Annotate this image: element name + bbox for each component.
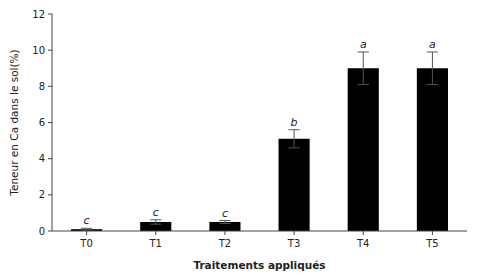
y-tick [48, 14, 52, 15]
y-tick [48, 122, 52, 123]
y-axis-label: Teneur en Ca dans le sol(%) [8, 49, 20, 196]
x-tick [155, 231, 156, 235]
significance-letter: c [153, 206, 159, 219]
x-tick [294, 231, 295, 235]
significance-letter: a [360, 38, 367, 51]
error-bar [427, 52, 438, 85]
y-tick [48, 86, 52, 87]
x-tick [224, 231, 225, 235]
y-tick [48, 194, 52, 195]
chart-container: 0 2 4 6 8 10 12 Teneur en Ca dans le sol(%) c c c b… [0, 0, 479, 277]
x-tick-label: T5 [425, 238, 438, 249]
y-tick-label: 6 [39, 117, 45, 128]
x-axis-line [52, 231, 467, 232]
x-tick-label: T4 [356, 238, 369, 249]
x-tick [363, 231, 364, 235]
bar [348, 68, 379, 231]
y-tick [48, 158, 52, 159]
error-bar [81, 228, 92, 230]
error-bars [81, 52, 438, 230]
x-tick-label: T3 [287, 238, 300, 249]
significance-letter: a [429, 38, 436, 51]
error-bar [150, 220, 161, 224]
y-tick [48, 50, 52, 51]
error-bar [219, 221, 230, 224]
x-tick [86, 231, 87, 235]
x-tick-label: T0 [79, 238, 92, 249]
y-tick-label: 2 [39, 189, 45, 200]
y-tick-label: 4 [39, 153, 45, 164]
x-tick-label: T1 [149, 238, 162, 249]
x-axis: T0 T1 T2 T3 T4 T5 [52, 231, 467, 249]
y-axis: 0 2 4 6 8 10 12 [32, 9, 52, 237]
error-bar [288, 130, 299, 148]
bar [417, 68, 448, 231]
x-axis-label: Traitements appliqués [193, 259, 325, 271]
y-tick [48, 231, 52, 232]
y-tick-label: 10 [32, 45, 45, 56]
annotations: c c c b a a [84, 38, 436, 227]
chart-svg: 0 2 4 6 8 10 12 Teneur en Ca dans le sol(%) c c c b… [0, 0, 479, 277]
bars [71, 68, 448, 231]
bar [279, 139, 310, 231]
significance-letter: c [84, 214, 90, 227]
significance-letter: b [291, 116, 298, 129]
significance-letter: c [222, 207, 228, 220]
y-tick-label: 8 [39, 81, 45, 92]
y-tick-label: 0 [39, 226, 45, 237]
y-tick-label: 12 [32, 9, 45, 20]
x-tick [432, 231, 433, 235]
x-tick-label: T2 [218, 238, 231, 249]
error-bar [358, 52, 369, 85]
